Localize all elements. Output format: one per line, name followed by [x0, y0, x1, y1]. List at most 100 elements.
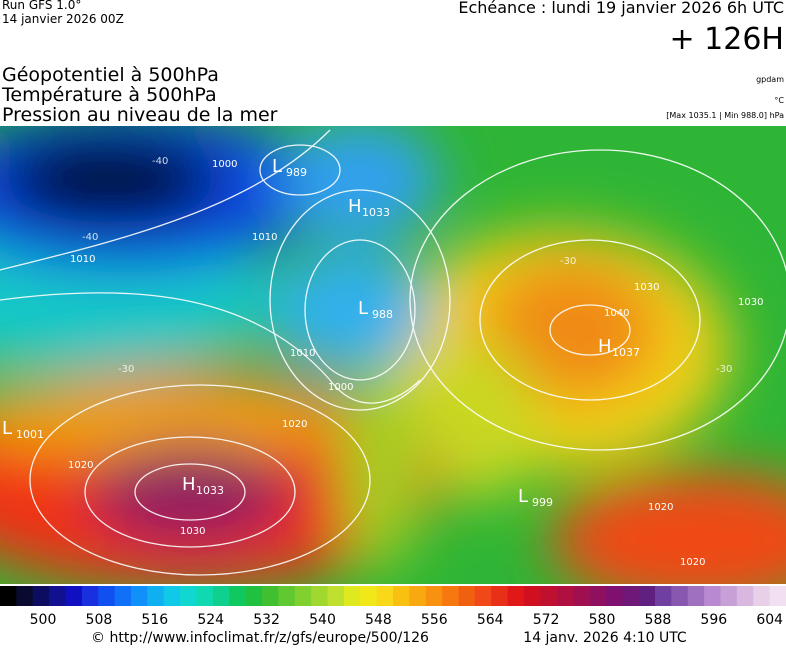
colorbar-cell: [327, 586, 345, 606]
lead-time: + 126H: [670, 22, 785, 57]
temperature-label: -30: [118, 364, 134, 375]
run: Run GFS 1.0°: [2, 0, 81, 12]
temperature-label: -30: [716, 364, 732, 375]
colorbar-cell: [278, 586, 296, 606]
colorbar-cell: [16, 586, 34, 606]
colorbar-cell: [360, 586, 378, 606]
colorbar-label: 572: [533, 612, 560, 628]
colorbar-cell: [98, 586, 116, 606]
colorbar-cell: [704, 586, 721, 606]
isobar-label: 1030: [738, 297, 763, 308]
isobar-label: 1010: [252, 232, 277, 243]
run-date: 14 janvier 2026 00Z: [2, 12, 124, 26]
colorbar-cell: [458, 586, 476, 606]
colorbar-cell: [131, 586, 148, 606]
pressure-center-letter: L: [358, 298, 368, 319]
pressure-center-letter: H: [182, 474, 196, 495]
pressure-center-letter: L: [272, 156, 282, 177]
colorbar: 500 508 516 524 532 540 548 556 564 572 580 588 596 6…: [0, 586, 786, 628]
colorbar-cell: [605, 586, 623, 606]
pressure-center-value: 1001: [16, 428, 44, 441]
colorbar-label: 580: [589, 612, 616, 628]
colorbar-label: 564: [477, 612, 504, 628]
colorbar-cell: [736, 586, 754, 606]
isobar-label: 1030: [180, 526, 205, 537]
colorbar-label: 508: [86, 612, 113, 628]
isobar-label: 1020: [648, 502, 673, 513]
colorbar-cell: [32, 586, 50, 606]
colorbar-cell: [687, 586, 705, 606]
colorbar-cell: [573, 586, 590, 606]
colorbar-cell: [622, 586, 640, 606]
colorbar-cell: [524, 586, 541, 606]
temperature-label: -30: [560, 256, 576, 267]
colorbar-label: 588: [645, 612, 672, 628]
colorbar-label: 556: [421, 612, 448, 628]
pressure-center-value: 1037: [612, 346, 640, 359]
footer-time: 14 janv. 2026 4:10 UTC: [523, 630, 687, 646]
title: Géopotentiel à 500hPa: [2, 64, 219, 86]
pressure-center-letter: H: [348, 196, 362, 217]
isobar-label: 1020: [68, 460, 93, 471]
isobar-label: 1010: [70, 254, 95, 265]
title: Température à 500hPa: [1, 84, 217, 106]
pressure-center-value: 988: [372, 308, 393, 321]
colorbar-cell: [0, 586, 17, 606]
colorbar-cell: [409, 586, 427, 606]
colorbar-label: 548: [365, 612, 392, 628]
colorbar-cell: [556, 586, 574, 606]
colorbar-label: 532: [253, 612, 280, 628]
colorbar-cell: [294, 586, 312, 606]
colorbar-label: 500: [30, 612, 57, 628]
pressure-center-value: 1033: [196, 484, 224, 497]
pressure-center-letter: L: [518, 486, 528, 507]
colorbar-cell: [589, 586, 607, 606]
pressure-center-letter: H: [598, 336, 612, 357]
colorbar-cell: [638, 586, 656, 606]
temperature-label: -40: [152, 156, 168, 167]
colorbar-cell: [442, 586, 459, 606]
colorbar-cell: [245, 586, 263, 606]
isobar-label: 1020: [680, 557, 705, 568]
colorbar-cell: [425, 586, 443, 606]
colorbar-cell: [196, 586, 214, 606]
valid-time: Echéance : lundi 19 janvier 2026 6h UTC: [458, 0, 784, 17]
colorbar-cell: [229, 586, 247, 606]
pressure-center-value: 999: [532, 496, 553, 509]
colorbar-cell: [262, 586, 279, 606]
title: Pression au niveau de la mer: [2, 104, 278, 126]
colorbar-cell: [507, 586, 525, 606]
colorbar-cell: [212, 586, 230, 606]
colorbar-cell: [753, 586, 771, 606]
isobar-label: 1000: [212, 159, 237, 170]
footer-source: © http://www.infoclimat.fr/z/gfs/europe/…: [91, 630, 429, 646]
colorbar-cell: [655, 586, 672, 606]
colorbar-label: 516: [141, 612, 168, 628]
colorbar-cell: [147, 586, 165, 606]
pressure-center-letter: L: [2, 418, 12, 439]
pressure-center-value: 989: [286, 166, 307, 179]
colorbar-cell: [49, 586, 66, 606]
unit: °C: [774, 96, 784, 105]
colorbar-cell: [671, 586, 689, 606]
colorbar-cell: [769, 586, 786, 606]
pressure-center-value: 1033: [362, 206, 390, 219]
unit: gpdam: [756, 75, 784, 84]
colorbar-cell: [720, 586, 738, 606]
temperature-label: -40: [82, 232, 98, 243]
unit: [Max 1035.1 | Min 988.0] hPa: [666, 111, 784, 120]
colorbar-cell: [163, 586, 181, 606]
isobar-label: 1040: [604, 308, 629, 319]
isobar-label: 1000: [328, 382, 353, 393]
colorbar-cell: [343, 586, 361, 606]
colorbar-cell: [114, 586, 132, 606]
colorbar-cell: [393, 586, 410, 606]
colorbar-cell: [540, 586, 558, 606]
colorbar-cell: [311, 586, 328, 606]
colorbar-cell: [81, 586, 99, 606]
colorbar-cell: [376, 586, 394, 606]
